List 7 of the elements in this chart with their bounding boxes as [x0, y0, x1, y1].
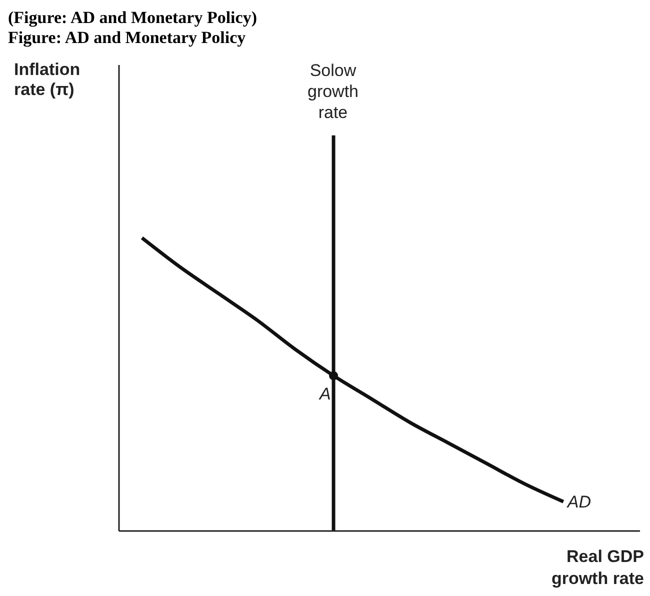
text: Inflation rate (π) [14, 60, 82, 100]
series-label: AD [566, 492, 592, 512]
x-axis-title: Real GDP growth rate [550, 546, 644, 590]
text: Solow growth rate [306, 60, 360, 123]
chart-title: (Figure: AD and Monetary Policy) [8, 8, 257, 28]
annotation: A [318, 384, 331, 404]
chart-subtitle: Figure: AD and Monetary Policy [8, 28, 247, 48]
